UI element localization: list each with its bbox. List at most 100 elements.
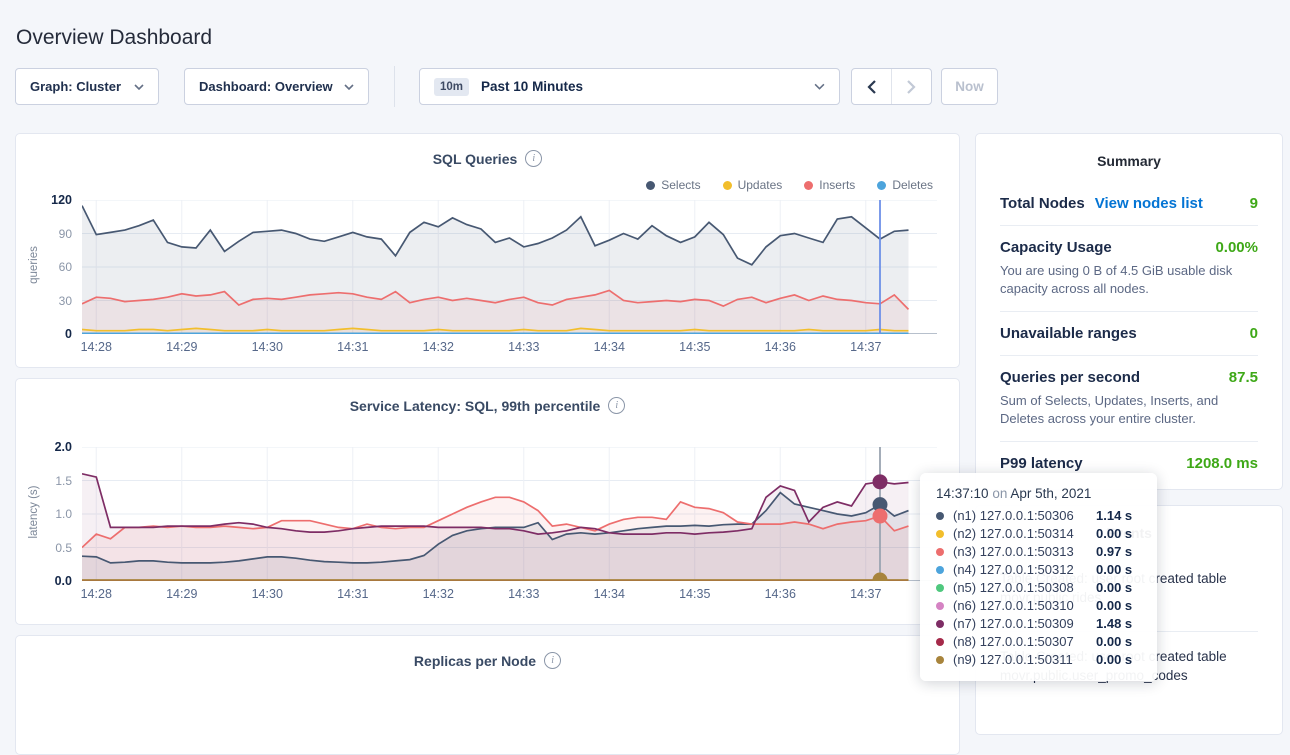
node-latency-value: 0.97 s bbox=[1096, 544, 1132, 560]
summary-metric-description: You are using 0 B of 4.5 GiB usable disk… bbox=[1000, 262, 1258, 298]
info-icon[interactable]: i bbox=[544, 652, 561, 669]
y-axis-tick-label: 2.0 bbox=[16, 440, 72, 454]
summary-row: Total Nodes View nodes list 9 bbox=[1000, 182, 1258, 225]
now-button[interactable]: Now bbox=[941, 68, 998, 105]
x-axis-tick-label: 14:29 bbox=[166, 587, 197, 601]
legend-label: Selects bbox=[661, 178, 700, 192]
y-axis-tick-label: 0 bbox=[16, 327, 72, 341]
time-range-label: Past 10 Minutes bbox=[481, 79, 804, 94]
node-color-dot bbox=[936, 566, 944, 574]
x-axis-tick-label: 14:35 bbox=[679, 340, 710, 354]
summary-metric-label: Queries per second bbox=[1000, 369, 1140, 386]
node-color-dot bbox=[936, 512, 944, 520]
hover-data-point bbox=[873, 509, 888, 524]
chevron-down-icon bbox=[344, 84, 354, 90]
legend-color-dot bbox=[646, 181, 655, 190]
summary-row-header: Unavailable ranges0 bbox=[1000, 325, 1258, 342]
y-axis-tick-label: 1.0 bbox=[16, 507, 72, 521]
node-color-dot bbox=[936, 584, 944, 592]
node-address: (n4) 127.0.0.1:50312 bbox=[953, 562, 1096, 578]
plot-area[interactable] bbox=[82, 447, 937, 581]
time-range-picker[interactable]: 10m Past 10 Minutes bbox=[419, 68, 840, 105]
x-axis-tick-label: 14:34 bbox=[594, 587, 625, 601]
node-latency-value: 0.00 s bbox=[1096, 598, 1132, 614]
tooltip-node-row: (n9) 127.0.0.1:503110.00 s bbox=[936, 652, 1141, 668]
service-latency-plot[interactable]: latency (s)0.00.51.01.52.014:2814:2914:3… bbox=[82, 447, 937, 581]
replicas-per-node-chart-card: Replicas per Node i bbox=[15, 635, 960, 755]
x-axis-tick-label: 14:33 bbox=[508, 340, 539, 354]
legend-item: Inserts bbox=[804, 178, 855, 192]
x-axis-tick-label: 14:31 bbox=[337, 340, 368, 354]
view-nodes-list-link[interactable]: View nodes list bbox=[1095, 195, 1203, 212]
node-address: (n8) 127.0.0.1:50307 bbox=[953, 634, 1096, 650]
summary-panel: Summary Total Nodes View nodes list 9 Capac… bbox=[975, 133, 1283, 490]
y-axis-tick-label: 1.5 bbox=[16, 474, 72, 488]
node-color-dot bbox=[936, 602, 944, 610]
chevron-left-icon bbox=[867, 80, 876, 94]
info-icon[interactable]: i bbox=[608, 397, 625, 414]
node-address: (n1) 127.0.0.1:50306 bbox=[953, 508, 1096, 524]
sql-queries-chart-card: SQL Queries i Selects Updates Inserts Delet… bbox=[15, 133, 960, 368]
node-color-dot bbox=[936, 530, 944, 538]
y-axis-tick-label: 30 bbox=[16, 294, 72, 308]
summary-row-header: Capacity Usage0.00% bbox=[1000, 239, 1258, 256]
graph-scope-dropdown[interactable]: Graph: Cluster bbox=[15, 68, 159, 105]
now-button-label: Now bbox=[955, 79, 984, 94]
tooltip-node-row: (n1) 127.0.0.1:503061.14 s bbox=[936, 508, 1141, 524]
x-axis-tick-label: 14:34 bbox=[594, 340, 625, 354]
prev-range-button[interactable] bbox=[852, 69, 891, 104]
legend-label: Deletes bbox=[892, 178, 933, 192]
x-axis-tick-label: 14:30 bbox=[252, 340, 283, 354]
x-axis-tick-label: 14:32 bbox=[423, 340, 454, 354]
x-axis-tick-label: 14:32 bbox=[423, 587, 454, 601]
tooltip-rows: (n1) 127.0.0.1:503061.14 s (n2) 127.0.0.1… bbox=[936, 508, 1141, 668]
x-axis-tick-label: 14:31 bbox=[337, 587, 368, 601]
plot-area[interactable] bbox=[82, 200, 937, 334]
node-latency-value: 1.14 s bbox=[1096, 508, 1132, 524]
summary-metric-value: 9 bbox=[1250, 195, 1258, 212]
node-latency-value: 0.00 s bbox=[1096, 652, 1132, 668]
summary-metric-description: Sum of Selects, Updates, Inserts, and De… bbox=[1000, 392, 1258, 428]
legend-color-dot bbox=[723, 181, 732, 190]
chevron-down-icon bbox=[814, 83, 825, 90]
summary-row: Capacity Usage0.00% You are using 0 B of … bbox=[1000, 225, 1258, 311]
summary-row-header: Queries per second87.5 bbox=[1000, 369, 1258, 386]
x-axis-tick-label: 14:28 bbox=[81, 340, 112, 354]
chevron-right-icon bbox=[907, 80, 916, 94]
x-axis-tick-label: 14:29 bbox=[166, 340, 197, 354]
tooltip-node-row: (n6) 127.0.0.1:503100.00 s bbox=[936, 598, 1141, 614]
summary-metric-value: 1208.0 ms bbox=[1186, 455, 1258, 472]
x-axis-tick-label: 14:35 bbox=[679, 587, 710, 601]
toolbar-divider bbox=[394, 66, 395, 107]
dashboard-dropdown[interactable]: Dashboard: Overview bbox=[184, 68, 369, 105]
node-color-dot bbox=[936, 656, 944, 664]
dashboard-dropdown-label: Dashboard: Overview bbox=[199, 79, 333, 94]
summary-heading: Summary bbox=[976, 134, 1282, 182]
chart-title: SQL Queries bbox=[433, 151, 518, 167]
summary-row: Unavailable ranges0 bbox=[1000, 311, 1258, 355]
summary-row-header: Total Nodes View nodes list 9 bbox=[1000, 195, 1258, 212]
legend-item: Deletes bbox=[877, 178, 933, 192]
node-latency-value: 0.00 s bbox=[1096, 526, 1132, 542]
hover-data-point bbox=[873, 474, 888, 489]
chevron-down-icon bbox=[134, 84, 144, 90]
x-axis-tick-label: 14:28 bbox=[81, 587, 112, 601]
node-latency-value: 0.00 s bbox=[1096, 580, 1132, 596]
legend-label: Updates bbox=[738, 178, 783, 192]
summary-row-header: P99 latency1208.0 ms bbox=[1000, 455, 1258, 472]
x-axis-tick-label: 14:33 bbox=[508, 587, 539, 601]
chart-hover-tooltip: 14:37:10 on Apr 5th, 2021 (n1) 127.0.0.1… bbox=[920, 473, 1157, 681]
time-range-badge: 10m bbox=[434, 78, 469, 96]
chart-legend: Selects Updates Inserts Deletes bbox=[646, 178, 933, 192]
sql-queries-plot[interactable]: queries030609012014:2814:2914:3014:3114:… bbox=[82, 200, 937, 334]
next-range-button[interactable] bbox=[891, 69, 931, 104]
chart-title: Service Latency: SQL, 99th percentile bbox=[350, 398, 601, 414]
tooltip-timestamp: 14:37:10 on Apr 5th, 2021 bbox=[936, 486, 1141, 501]
summary-metric-label: Total Nodes bbox=[1000, 195, 1085, 212]
tooltip-node-row: (n2) 127.0.0.1:503140.00 s bbox=[936, 526, 1141, 542]
summary-metric-value: 0.00% bbox=[1215, 239, 1258, 256]
y-axis-tick-label: 0.0 bbox=[16, 574, 72, 588]
node-color-dot bbox=[936, 638, 944, 646]
y-axis-tick-label: 120 bbox=[16, 193, 72, 207]
info-icon[interactable]: i bbox=[525, 150, 542, 167]
